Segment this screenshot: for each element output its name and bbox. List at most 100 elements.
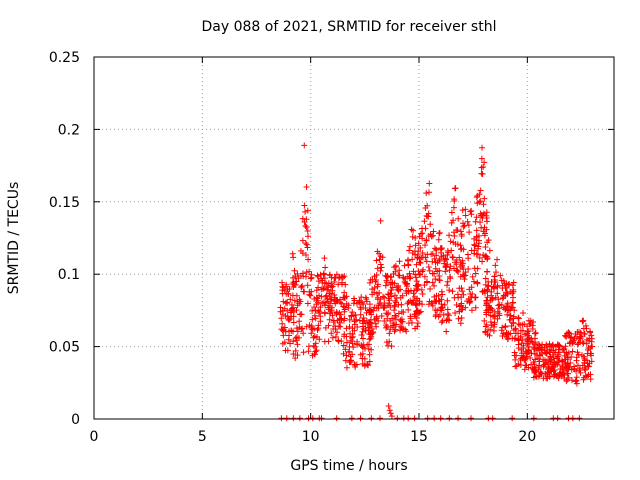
data-point xyxy=(474,265,481,272)
data-point xyxy=(431,245,438,252)
data-point xyxy=(404,300,411,307)
data-point xyxy=(326,290,333,297)
data-point xyxy=(359,328,366,335)
data-point xyxy=(464,218,471,225)
data-point xyxy=(457,228,464,235)
data-point xyxy=(510,288,517,295)
data-point xyxy=(391,312,398,319)
data-point xyxy=(552,361,559,368)
data-point xyxy=(278,415,285,422)
data-point xyxy=(510,279,517,286)
data-point xyxy=(515,360,522,367)
data-point xyxy=(478,164,485,171)
data-point xyxy=(448,219,455,226)
data-point xyxy=(331,292,338,299)
data-point xyxy=(447,238,454,245)
data-point xyxy=(386,297,393,304)
data-point xyxy=(392,297,399,304)
data-point xyxy=(311,325,318,332)
x-tick-label: 0 xyxy=(90,429,99,445)
data-point xyxy=(350,312,357,319)
data-point xyxy=(334,329,341,336)
data-point xyxy=(415,268,422,275)
data-point xyxy=(562,356,569,363)
data-point xyxy=(279,320,286,327)
data-point xyxy=(309,307,316,314)
data-point xyxy=(387,410,394,417)
data-point xyxy=(481,232,488,239)
data-point xyxy=(511,307,518,314)
data-point xyxy=(282,347,289,354)
data-point xyxy=(302,240,309,247)
data-point xyxy=(324,295,331,302)
data-point xyxy=(517,333,524,340)
data-point xyxy=(301,142,308,149)
data-point xyxy=(425,264,432,271)
data-point xyxy=(311,333,318,340)
data-point xyxy=(385,402,392,409)
data-point xyxy=(441,260,448,267)
data-point xyxy=(451,198,458,205)
data-point xyxy=(388,293,395,300)
data-point xyxy=(582,322,589,329)
data-point xyxy=(290,415,297,422)
data-point xyxy=(415,240,422,247)
data-point xyxy=(399,318,406,325)
data-point xyxy=(478,224,485,231)
data-point xyxy=(473,194,480,201)
data-point xyxy=(286,315,293,322)
data-point xyxy=(489,415,496,422)
data-point xyxy=(362,294,369,301)
data-point xyxy=(330,325,337,332)
data-point xyxy=(484,268,491,275)
data-point xyxy=(314,272,321,279)
data-point xyxy=(321,275,328,282)
data-point xyxy=(471,241,478,248)
data-point xyxy=(343,293,350,300)
data-point xyxy=(315,307,322,314)
data-point xyxy=(458,245,465,252)
data-point xyxy=(408,226,415,233)
data-point xyxy=(283,415,290,422)
data-point xyxy=(293,292,300,299)
data-point xyxy=(405,320,412,327)
data-point xyxy=(471,247,478,254)
data-point xyxy=(502,323,509,330)
data-point xyxy=(343,325,350,332)
data-point xyxy=(531,369,538,376)
data-point xyxy=(521,357,528,364)
data-point xyxy=(430,228,437,235)
data-point xyxy=(308,288,315,295)
data-point xyxy=(426,189,433,196)
data-point xyxy=(465,265,472,272)
data-point xyxy=(444,247,451,254)
data-point xyxy=(414,285,421,292)
data-point xyxy=(491,273,498,280)
data-point xyxy=(408,299,415,306)
data-point xyxy=(510,319,517,326)
data-point xyxy=(374,283,381,290)
data-point xyxy=(297,311,304,318)
data-point xyxy=(357,351,364,358)
data-point xyxy=(457,263,464,270)
data-point xyxy=(299,282,306,289)
data-point xyxy=(377,261,384,268)
data-point xyxy=(415,248,422,255)
data-point xyxy=(481,317,488,324)
data-point xyxy=(483,209,490,216)
data-point xyxy=(546,373,553,380)
y-tick-label: 0.1 xyxy=(58,267,80,283)
data-point xyxy=(573,357,580,364)
data-point xyxy=(379,254,386,261)
data-point xyxy=(471,242,478,249)
data-point xyxy=(409,256,416,263)
data-point xyxy=(554,415,561,422)
data-point xyxy=(536,358,543,365)
data-point xyxy=(294,302,301,309)
data-point xyxy=(357,311,364,318)
data-point xyxy=(304,207,311,214)
data-point xyxy=(584,357,591,364)
data-point xyxy=(504,311,511,318)
data-point xyxy=(311,304,318,311)
data-point xyxy=(508,322,515,329)
